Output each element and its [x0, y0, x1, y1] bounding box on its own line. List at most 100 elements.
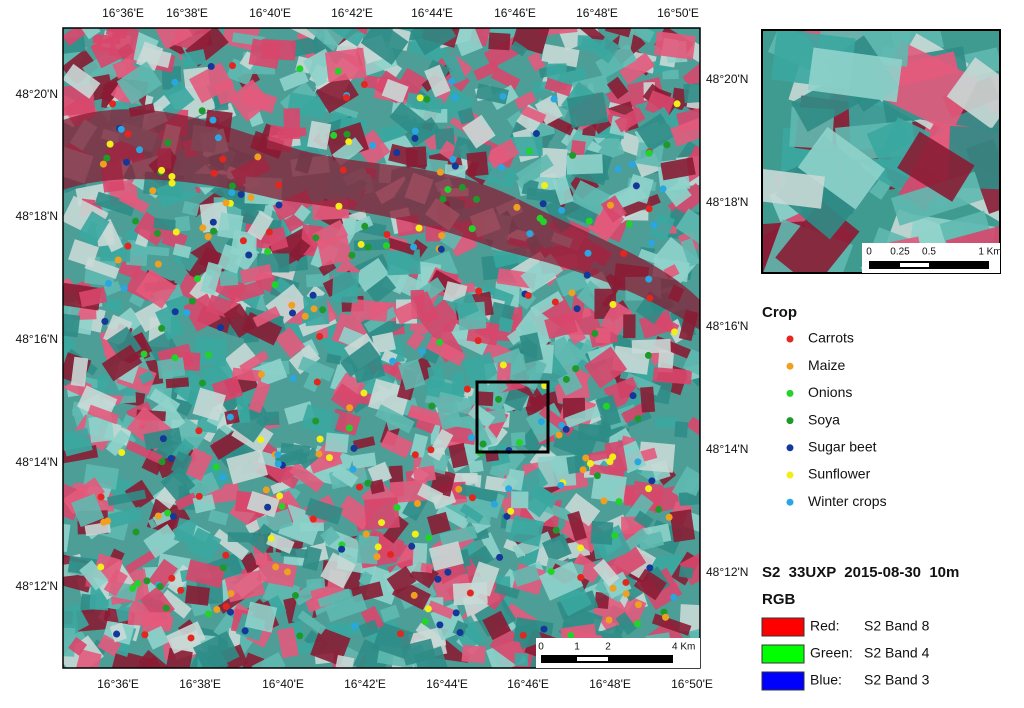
field	[494, 583, 520, 599]
sample-point	[199, 224, 207, 232]
sample-point	[382, 242, 390, 250]
scale-bar-segment	[577, 657, 608, 661]
field	[149, 95, 171, 115]
sample-point	[301, 312, 309, 320]
sample-point	[456, 629, 464, 637]
sample-point	[264, 248, 272, 256]
sample-point	[158, 324, 166, 332]
field	[138, 370, 155, 385]
lat-label: 48°14'N	[706, 442, 748, 456]
legend-label: Maize	[808, 357, 846, 373]
field	[595, 394, 622, 428]
field	[425, 225, 443, 242]
sample-point	[219, 155, 227, 163]
sample-point	[424, 605, 432, 613]
field	[351, 452, 377, 469]
field	[146, 397, 186, 438]
sample-point	[164, 139, 172, 147]
field	[552, 424, 598, 460]
field	[534, 95, 563, 126]
field	[207, 509, 229, 526]
sample-point	[158, 166, 166, 174]
sample-point	[132, 528, 140, 536]
sample-point	[204, 610, 212, 618]
field	[511, 491, 529, 509]
field	[63, 627, 76, 657]
field	[577, 423, 611, 443]
field	[289, 461, 325, 493]
sample-point	[164, 509, 172, 517]
sample-point	[274, 460, 282, 468]
field	[223, 303, 256, 338]
field	[452, 620, 469, 638]
lat-label: 48°20'N	[706, 72, 748, 86]
field	[155, 28, 193, 50]
field	[797, 126, 886, 210]
sample-point	[228, 62, 236, 70]
lon-label: 16°40'E	[262, 677, 304, 691]
field	[63, 427, 93, 457]
field	[306, 578, 326, 590]
field	[350, 298, 389, 323]
sample-point	[513, 203, 521, 211]
sample-point	[120, 284, 128, 292]
sample-point	[123, 158, 131, 166]
sample-point	[124, 242, 132, 250]
field	[619, 52, 656, 85]
sample-point	[312, 417, 320, 425]
field	[436, 504, 470, 530]
lon-label: 16°46'E	[494, 6, 536, 20]
sample-point	[593, 472, 601, 480]
sample-point	[387, 550, 395, 558]
band-name: S2 Band 8	[864, 618, 930, 634]
field	[439, 525, 478, 547]
sample-point	[315, 450, 323, 458]
field	[324, 432, 349, 453]
field	[191, 188, 225, 217]
field	[126, 240, 149, 267]
sample-point	[210, 227, 218, 235]
field	[133, 211, 170, 247]
sample-point	[455, 485, 463, 493]
sample-point	[552, 526, 560, 534]
field	[424, 64, 451, 98]
sample-point	[497, 163, 505, 171]
sample-point	[410, 243, 418, 251]
sample-point	[140, 350, 148, 358]
lon-label: 16°36'E	[102, 6, 144, 20]
field	[412, 465, 437, 484]
field	[807, 47, 903, 103]
sample-point	[237, 190, 245, 198]
band-name: S2 Band 3	[864, 672, 930, 688]
sample-point	[169, 512, 177, 520]
field	[336, 495, 375, 530]
sample-point	[316, 435, 324, 443]
sample-point	[113, 630, 121, 638]
sample-point	[436, 168, 444, 176]
field	[409, 320, 429, 336]
field	[633, 568, 667, 601]
field	[224, 570, 266, 603]
field	[510, 40, 528, 57]
field	[331, 271, 359, 304]
field	[506, 328, 525, 346]
field	[537, 454, 577, 488]
legend-label: Sugar beet	[808, 439, 877, 455]
field	[653, 31, 696, 60]
field	[181, 49, 207, 68]
field	[280, 472, 299, 489]
sample-point	[550, 95, 558, 103]
sample-point	[171, 354, 179, 362]
field	[142, 612, 171, 632]
lat-label: 48°18'N	[706, 195, 748, 209]
field	[686, 416, 700, 440]
sample-point	[393, 504, 401, 512]
field	[515, 154, 554, 185]
sample-point	[271, 281, 279, 289]
field	[652, 367, 693, 385]
sample-point	[100, 518, 108, 526]
field	[514, 652, 529, 667]
field	[393, 301, 418, 325]
field	[174, 215, 191, 232]
field	[101, 344, 143, 382]
